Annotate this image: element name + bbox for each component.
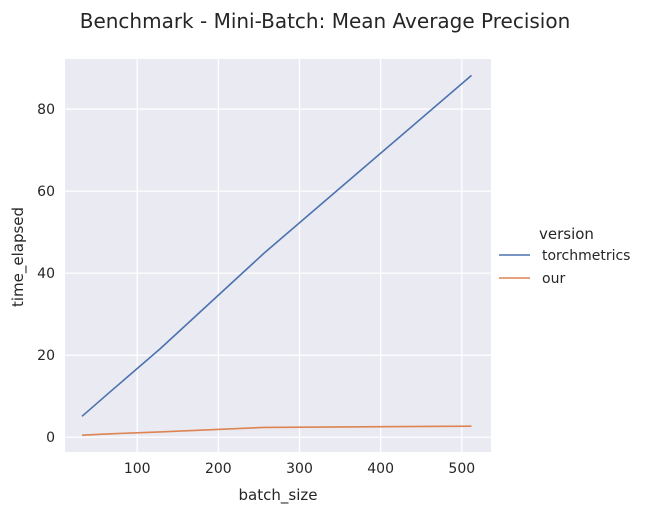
x-tick-label: 300 [286, 461, 313, 477]
y-tick-label: 40 [37, 266, 55, 282]
series-lines [81, 74, 473, 436]
grid-lines [65, 59, 491, 452]
y-tick-label: 60 [37, 184, 55, 200]
y-tick-label: 80 [37, 102, 55, 118]
chart-title: Benchmark - Mini-Batch: Mean Average Pre… [80, 9, 571, 33]
plot-area [65, 59, 491, 452]
x-tick-labels: 100 200 300 400 500 [124, 461, 475, 477]
x-tick-label: 100 [124, 461, 151, 477]
legend: version torchmetrics our [499, 225, 630, 287]
legend-label-our: our [542, 271, 565, 287]
y-tick-label: 20 [37, 348, 55, 364]
x-tick-label: 500 [448, 461, 475, 477]
y-tick-label: 0 [46, 430, 55, 446]
series-line-torchmetrics [81, 74, 473, 417]
x-axis-label: batch_size [239, 486, 318, 505]
x-tick-label: 200 [205, 461, 232, 477]
legend-title: version [539, 225, 594, 243]
series-line-our [81, 425, 472, 436]
x-tick-label: 400 [367, 461, 394, 477]
y-tick-labels: 0 20 40 60 80 [37, 102, 55, 446]
y-axis-label: time_elapsed [9, 207, 28, 307]
legend-label-torchmetrics: torchmetrics [542, 248, 630, 264]
